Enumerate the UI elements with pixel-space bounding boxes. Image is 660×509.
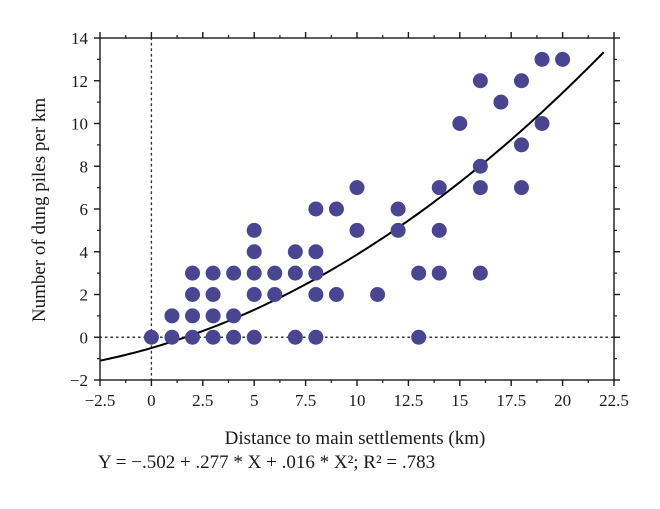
data-point bbox=[308, 201, 324, 217]
y-tick-label: 12 bbox=[71, 72, 88, 91]
data-point bbox=[328, 201, 344, 217]
regression-curve-group bbox=[99, 51, 605, 362]
data-point bbox=[185, 308, 201, 324]
x-tick-label: 17.5 bbox=[496, 391, 526, 410]
x-tick-label: 22.5 bbox=[599, 391, 629, 410]
data-point bbox=[472, 158, 488, 174]
data-point bbox=[246, 265, 262, 281]
data-point bbox=[185, 329, 201, 345]
data-point bbox=[164, 329, 180, 345]
data-point bbox=[185, 265, 201, 281]
y-tick-label: 6 bbox=[80, 200, 89, 219]
x-tick-label: 5 bbox=[250, 391, 259, 410]
data-point bbox=[370, 287, 386, 302]
data-point bbox=[205, 287, 221, 302]
data-point bbox=[472, 73, 488, 89]
data-point bbox=[431, 222, 447, 238]
data-point bbox=[349, 180, 365, 196]
data-point bbox=[390, 201, 406, 217]
x-tick-label: 15 bbox=[451, 391, 468, 410]
data-point bbox=[349, 222, 365, 238]
data-point bbox=[205, 265, 221, 281]
x-tick-label: −2.5 bbox=[85, 391, 116, 410]
data-point bbox=[513, 137, 529, 153]
data-point bbox=[513, 73, 529, 89]
data-point bbox=[164, 308, 180, 324]
data-point bbox=[534, 116, 550, 131]
data-point bbox=[308, 265, 324, 281]
data-point bbox=[308, 287, 324, 302]
data-point bbox=[431, 265, 447, 281]
data-point bbox=[246, 222, 262, 238]
y-tick-label: 8 bbox=[80, 157, 89, 176]
data-point bbox=[431, 180, 447, 196]
y-tick-label: 4 bbox=[80, 243, 89, 262]
x-tick-label: 10 bbox=[349, 391, 366, 410]
reference-lines bbox=[99, 37, 615, 381]
data-point bbox=[472, 180, 488, 196]
data-point bbox=[411, 329, 427, 345]
data-point bbox=[226, 308, 242, 324]
data-point bbox=[472, 265, 488, 281]
x-axis-ticks: −2.5 0 2.5 5 7.5 10 12.5 15 17.5 20 22.5 bbox=[85, 32, 629, 410]
x-tick-label: 7.5 bbox=[295, 391, 316, 410]
y-tick-label: 0 bbox=[80, 328, 89, 347]
data-point bbox=[513, 180, 529, 196]
data-point bbox=[246, 287, 262, 302]
data-point bbox=[308, 329, 324, 345]
regression-curve bbox=[99, 51, 605, 362]
data-point bbox=[493, 94, 509, 110]
y-tick-label: 2 bbox=[80, 286, 89, 305]
x-tick-label: 12.5 bbox=[394, 391, 424, 410]
data-point bbox=[246, 329, 262, 345]
plot-frame bbox=[99, 37, 615, 381]
data-point bbox=[411, 265, 427, 281]
x-tick-label: 0 bbox=[147, 391, 156, 410]
data-point bbox=[287, 244, 303, 260]
data-point bbox=[287, 265, 303, 281]
x-tick-label: 2.5 bbox=[192, 391, 213, 410]
data-point bbox=[143, 329, 159, 345]
y-tick-label: 14 bbox=[71, 29, 89, 48]
data-point bbox=[205, 329, 221, 345]
data-point bbox=[308, 244, 324, 260]
x-tick-label: 20 bbox=[554, 391, 571, 410]
data-point bbox=[205, 308, 221, 324]
x-axis-title: Distance to main settlements (km) bbox=[225, 428, 486, 449]
data-point bbox=[534, 51, 550, 67]
data-point bbox=[452, 116, 468, 131]
data-point bbox=[328, 287, 344, 302]
data-point bbox=[267, 265, 283, 281]
y-tick-label: 10 bbox=[71, 115, 88, 134]
data-point bbox=[246, 244, 262, 260]
data-point bbox=[226, 329, 242, 345]
data-point bbox=[267, 287, 283, 302]
data-point bbox=[390, 222, 406, 238]
data-points bbox=[143, 51, 571, 345]
y-tick-label: −2 bbox=[70, 371, 88, 390]
data-point bbox=[226, 265, 242, 281]
data-point bbox=[185, 287, 201, 302]
y-axis-title: Number of dung piles per km bbox=[29, 98, 50, 322]
y-axis-ticks: −2 0 2 4 6 8 10 12 14 bbox=[70, 29, 620, 390]
data-point bbox=[555, 51, 571, 67]
data-point bbox=[287, 329, 303, 345]
regression-equation: Y = −.502 + .277 * X + .016 * X²; R² = .… bbox=[98, 452, 436, 473]
